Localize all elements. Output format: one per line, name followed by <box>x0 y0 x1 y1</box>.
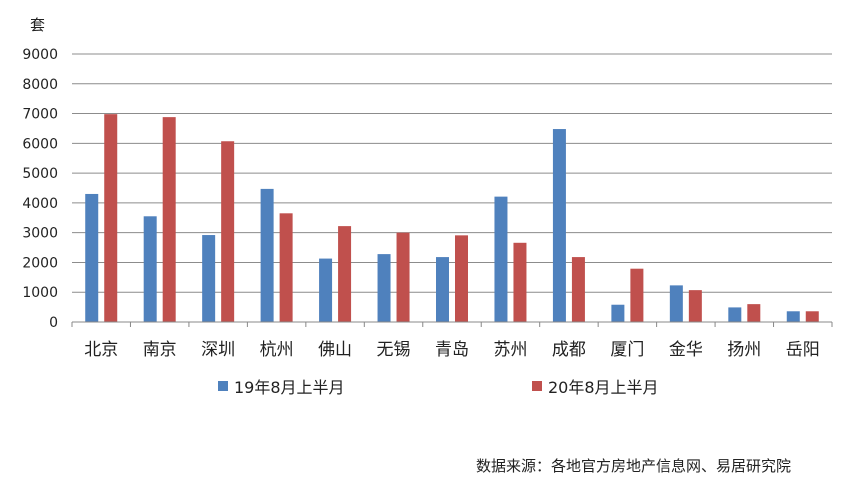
x-tick-label: 佛山 <box>318 340 352 360</box>
y-tick-label: 6000 <box>22 136 58 152</box>
bar-series-1 <box>494 196 508 322</box>
y-tick-label: 0 <box>49 315 58 331</box>
y-tick-label: 7000 <box>22 107 58 123</box>
x-tick-label: 南京 <box>143 340 177 360</box>
x-tick-label: 苏州 <box>493 340 527 360</box>
bar-series-2 <box>338 226 352 322</box>
legend-item-series-2: 20年8月上半月 <box>532 374 659 398</box>
bar-series-2 <box>571 257 585 322</box>
y-tick-label: 9000 <box>22 47 58 63</box>
bar-series-2 <box>688 290 702 322</box>
bar-series-1 <box>552 129 566 322</box>
y-tick-label: 2000 <box>22 255 58 271</box>
bar-series-1 <box>611 304 625 322</box>
bar-series-2 <box>162 117 176 322</box>
y-axis-ticks: 0 1000 2000 3000 4000 5000 6000 7000 8000 9000 <box>22 47 58 331</box>
legend-item-series-1: 19年8月上半月 <box>218 374 345 398</box>
x-tick-label: 杭州 <box>260 340 294 360</box>
y-tick-label: 1000 <box>22 285 58 301</box>
bar-series-1 <box>377 254 391 322</box>
bar-series-2 <box>747 304 761 322</box>
bar-series-2 <box>513 242 527 322</box>
data-source-note: 数据来源：各地官方房地产信息网、易居研究院 <box>476 457 792 475</box>
bar-series-1 <box>202 235 216 322</box>
bar-series-1 <box>260 188 274 322</box>
bar-series-1 <box>143 216 157 322</box>
bar-series-2 <box>104 114 118 322</box>
y-tick-label: 8000 <box>22 77 58 93</box>
bars <box>85 114 819 322</box>
x-tick-label: 深圳 <box>201 340 235 360</box>
x-tick-label: 扬州 <box>727 340 761 360</box>
bar-series-1 <box>436 257 449 322</box>
x-tick-label: 金华 <box>669 340 703 360</box>
legend-swatch-blue <box>218 381 228 391</box>
legend-label: 19年8月上半月 <box>234 378 345 397</box>
bar-series-2 <box>221 141 235 322</box>
bar-series-1 <box>786 311 800 322</box>
y-tick-label: 3000 <box>22 226 58 242</box>
x-tick-label: 成都 <box>552 340 586 360</box>
x-tick-label: 青岛 <box>435 340 469 360</box>
bar-series-2 <box>396 232 410 322</box>
x-tick-label: 岳阳 <box>786 340 820 360</box>
y-tick-label: 5000 <box>22 166 58 182</box>
bar-series-1 <box>85 193 99 322</box>
bar-series-2 <box>455 235 468 322</box>
bar-series-2 <box>630 268 644 322</box>
bar-series-2 <box>805 311 819 322</box>
bar-series-1 <box>669 285 683 322</box>
x-tick-label: 北京 <box>84 340 118 360</box>
y-tick-label: 4000 <box>22 196 58 212</box>
x-tick-label: 厦门 <box>610 340 644 360</box>
gridlines <box>72 53 832 293</box>
x-axis-labels: 北京 南京 深圳 杭州 佛山 无锡 青岛 苏州 成都 厦门 金华 扬州 岳阳 <box>71 322 833 360</box>
bar-series-2 <box>279 213 293 322</box>
bar-series-1 <box>319 258 333 322</box>
legend-swatch-red <box>532 381 542 391</box>
legend-label: 20年8月上半月 <box>548 378 659 397</box>
y-axis-unit-label: 套 <box>30 16 46 34</box>
x-tick-label: 无锡 <box>377 340 411 360</box>
bar-series-1 <box>728 307 742 322</box>
